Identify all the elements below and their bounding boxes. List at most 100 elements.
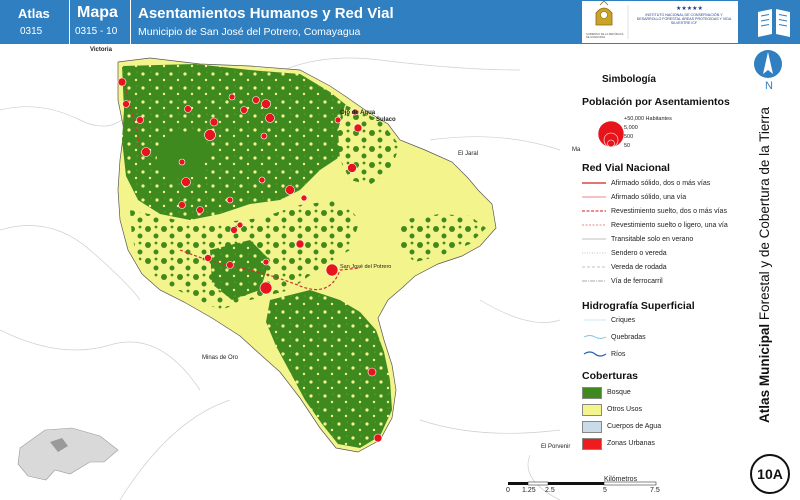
cobert-item-2: Cuerpos de Agua	[607, 423, 662, 430]
settlement-dot	[285, 185, 295, 195]
honduras-logo: ★★★★★	[595, 0, 703, 39]
settlement-dot	[258, 176, 266, 184]
settlement-dot	[226, 196, 234, 204]
road-item-0: Afirmado sólido, dos o más vías	[611, 180, 711, 187]
legend-cobert-title: Coberturas	[582, 370, 639, 382]
logos-panel: ★★★★★ GOBIERNO DE LA REPÚBLICA DE HONDUR…	[582, 0, 738, 43]
settlements	[117, 77, 383, 443]
right-sidebar: N Atlas Municipal Forestal y de Cobertur…	[748, 0, 800, 500]
legend-poblacion-title: Población por Asentamientos	[582, 96, 730, 108]
north-arrow-icon	[754, 50, 782, 78]
settlement-dot	[230, 226, 238, 234]
hydro-symbols	[583, 319, 607, 357]
swatch-otros-usos	[582, 404, 602, 416]
scale-tick-1: 1.25	[522, 487, 536, 494]
cobert-item-1: Otros Usos	[607, 406, 643, 413]
road-item-5: Sendero o vereda	[611, 250, 667, 257]
atlas-icon-box	[748, 0, 800, 44]
page-subtitle: Municipio de San José del Potrero, Comay…	[138, 26, 361, 38]
vertical-title-rest: Forestal y de Cobertura de la Tierra	[757, 107, 772, 324]
settlement-dot	[262, 258, 270, 266]
mapa-box: Mapa 0315 - 10	[69, 0, 131, 44]
road-item-4: Transitable solo en verano	[611, 236, 694, 243]
settlement-dot	[141, 147, 151, 157]
scale-bar	[508, 481, 657, 486]
settlement-dot	[209, 117, 219, 127]
cobert-item-3: Zonas Urbanas	[607, 440, 655, 447]
settlement-dot	[373, 433, 383, 443]
place-ojo-de-agua: Ojo de Agua	[340, 110, 376, 116]
hidro-item-1: Quebradas	[611, 334, 646, 341]
vertical-title-bold: Atlas Municipal	[757, 323, 772, 423]
mapa-code: 0315 - 10	[75, 26, 118, 37]
settlement-dot	[122, 100, 130, 108]
logo-left-text: GOBIERNO DE LA REPÚBLICA DE HONDURAS	[586, 33, 624, 39]
map-number-badge: 10A	[750, 454, 790, 494]
scale-unit: Kilómetros	[604, 476, 638, 483]
settlement-dot	[178, 201, 186, 209]
open-book-icon	[758, 9, 790, 37]
icf-stars: ★★★★★	[676, 5, 703, 12]
settlement-dot	[204, 129, 216, 141]
settlement-dot	[259, 281, 273, 295]
settlement-dot	[260, 132, 268, 140]
vertical-title: Atlas Municipal Forestal y de Cobertura …	[757, 75, 773, 455]
legend-redvial-title: Red Vial Nacional	[582, 162, 670, 174]
settlement-dot	[261, 99, 271, 109]
swatch-zonas-urbanas	[582, 438, 602, 450]
logo-right-text: INSTITUTO NACIONAL DE CONSERVACIÓN Y DES…	[636, 13, 732, 26]
hidro-item-2: Ríos	[611, 351, 626, 358]
road-item-2: Revestimiento suelto, dos o más vías	[611, 208, 727, 215]
place-san-jose: San José del Potrero	[340, 264, 392, 270]
road-item-7: Vía de ferrocarril	[611, 278, 663, 285]
settlement-dot	[367, 367, 377, 377]
cobert-item-0: Bosque	[607, 389, 631, 396]
forest-cover	[122, 64, 486, 448]
population-circles-icon	[597, 120, 625, 148]
settlement-dot	[181, 177, 191, 187]
settlement-dot	[228, 93, 236, 101]
swatch-cuerpos-agua	[582, 421, 602, 433]
page-title: Asentamientos Humanos y Red Vial	[138, 5, 394, 22]
settlement-dot	[353, 123, 363, 133]
settlement-dot	[226, 261, 234, 269]
road-item-3: Revestimiento suelto o ligero, una vía	[611, 222, 728, 229]
settlement-dot	[252, 96, 260, 104]
pop-item-0: +50,000 Habitantes	[624, 116, 672, 122]
settlement-dot	[347, 163, 357, 173]
settlement-dot	[334, 116, 342, 124]
settlement-dot	[204, 254, 212, 262]
svg-text:★★★★★: ★★★★★	[676, 5, 703, 12]
place-el-jaral: El Jaral	[458, 151, 479, 157]
mapa-label: Mapa	[77, 4, 118, 21]
settlement-dot	[136, 116, 144, 124]
legend-hidro-title: Hidrografía Superficial	[582, 300, 695, 312]
settlement-dot	[240, 106, 248, 114]
place-minas-de-oro: Minas de Oro	[202, 355, 239, 361]
place-el-porvenir: El Porvenir	[541, 444, 571, 450]
settlement-dot	[351, 108, 359, 116]
header-bar: Atlas 0315 Mapa 0315 - 10 Asentamientos …	[0, 0, 748, 44]
north-label: N	[765, 80, 773, 92]
settlement-dot	[184, 105, 192, 113]
settlement-dot	[295, 239, 305, 249]
scale-tick-4: 7.5	[650, 487, 660, 494]
atlas-box: Atlas 0315	[0, 0, 70, 44]
settlement-dot	[265, 113, 275, 123]
settlement-dot	[117, 77, 127, 87]
settlement-dot	[300, 194, 308, 202]
road-item-1: Afirmado sólido, una vía	[611, 194, 687, 201]
settlement-dot	[196, 206, 204, 214]
pop-item-3: 50	[624, 143, 631, 149]
pop-item-1: 5,000	[624, 125, 638, 131]
hidro-item-0: Criques	[611, 317, 636, 324]
neighbour-boundaries	[0, 57, 561, 500]
legend-title: Simbología	[602, 74, 656, 85]
road-item-6: Vereda de rodada	[611, 264, 667, 271]
main-road	[179, 249, 361, 291]
north-road	[123, 79, 141, 161]
scale-tick-2: 2.5	[545, 487, 555, 494]
road-symbols	[582, 182, 606, 282]
atlas-code: 0315	[20, 26, 43, 37]
swatch-bosque	[582, 387, 602, 399]
